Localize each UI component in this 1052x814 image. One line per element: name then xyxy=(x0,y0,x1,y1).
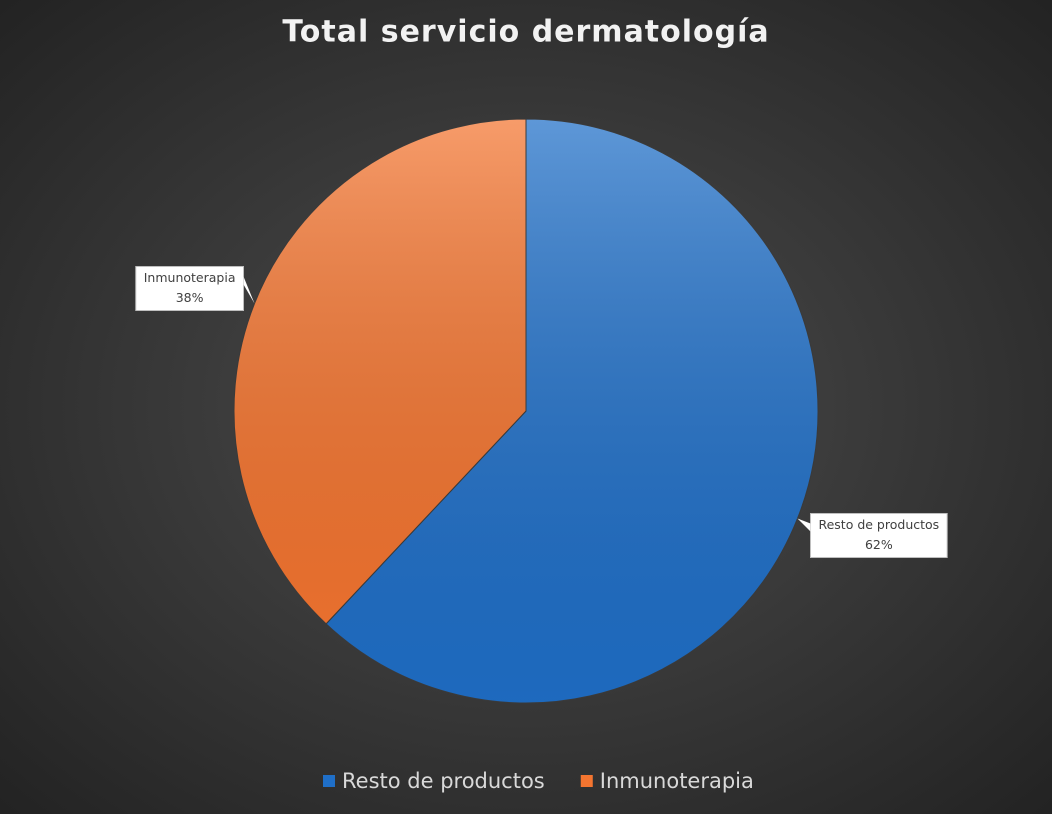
data-label-category: Inmunoterapia xyxy=(144,270,236,285)
slice-shade xyxy=(325,118,819,704)
legend-swatch xyxy=(580,775,593,787)
chart-title: Total servicio dermatología xyxy=(282,15,769,50)
label-pointer xyxy=(243,276,255,304)
data-label-value: 38% xyxy=(176,290,204,305)
slice-shade xyxy=(233,118,527,625)
legend-label: Resto de productos xyxy=(342,769,545,793)
legend-swatch xyxy=(323,775,335,787)
data-label: Inmunoterapia 38% xyxy=(135,266,255,312)
data-label: Resto de productos 62% xyxy=(797,512,948,558)
data-label-value: 62% xyxy=(865,537,893,552)
label-pointer xyxy=(797,518,811,532)
data-label-box xyxy=(135,266,245,312)
data-label-category: Resto de productos xyxy=(818,517,939,532)
legend-label: Inmunoterapia xyxy=(600,769,754,793)
data-label-box xyxy=(809,512,948,558)
